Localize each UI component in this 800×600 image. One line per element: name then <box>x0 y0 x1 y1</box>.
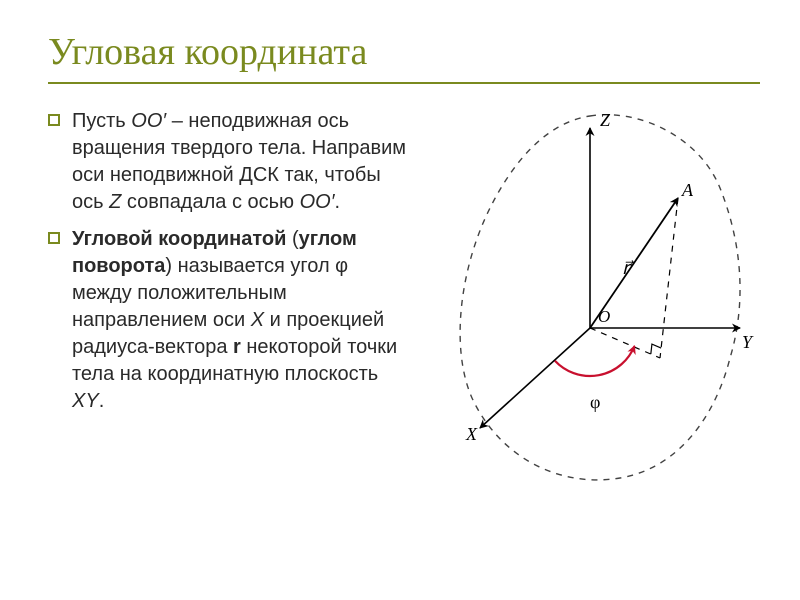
slide-title: Угловая координата <box>48 30 760 74</box>
text-run: . <box>99 390 105 412</box>
label-o: O <box>598 307 610 326</box>
label-a: A <box>681 180 694 200</box>
slide: Угловая координата Пусть OO′ – неподвижн… <box>0 0 800 600</box>
text-run: r <box>233 336 241 358</box>
text-run: Угловой координатой <box>72 228 286 250</box>
text-run: Z <box>109 191 121 213</box>
bullet-square-icon <box>48 232 60 244</box>
bullet-item: Угловой координатой (углом поворота) наз… <box>48 226 408 415</box>
label-phi: φ <box>590 392 600 412</box>
text-run: . <box>334 191 340 213</box>
body-outline <box>460 115 740 480</box>
text-run: Пусть <box>72 110 131 132</box>
title-rule <box>48 82 760 84</box>
text-column: Пусть OO′ – неподвижная ось вращения тве… <box>48 108 420 425</box>
content-row: Пусть OO′ – неподвижная ось вращения тве… <box>48 108 760 425</box>
coordinate-figure: Z Y X O Ar⃗ φ <box>420 98 760 498</box>
figure-column: ZYXOAr⃗φ <box>420 108 760 425</box>
text-run: XY <box>72 390 99 412</box>
bullet-item: Пусть OO′ – неподвижная ось вращения тве… <box>48 108 408 216</box>
label-r: r⃗ <box>622 258 634 278</box>
label-x: X <box>465 424 478 444</box>
label-z: Z <box>600 110 611 130</box>
text-run: X <box>251 309 264 331</box>
projection-line-op <box>590 328 660 358</box>
angle-arc-phi <box>555 346 635 376</box>
bullet-text: Пусть OO′ – неподвижная ось вращения тве… <box>72 108 408 216</box>
bullet-text: Угловой координатой (углом поворота) наз… <box>72 226 408 415</box>
axis-x <box>480 328 590 428</box>
bullet-square-icon <box>48 114 60 126</box>
text-run: OO′ <box>131 110 166 132</box>
text-run: OO′ <box>300 191 335 213</box>
label-y: Y <box>742 332 754 352</box>
right-angle-marker <box>651 344 661 354</box>
text-run: совпадала с осью <box>121 191 299 213</box>
text-run: ( <box>286 228 298 250</box>
